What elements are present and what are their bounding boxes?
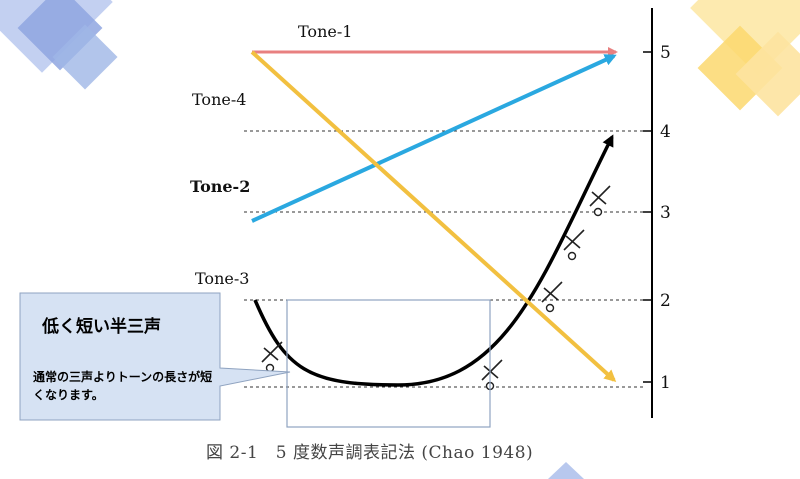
cut-mark-icon [563, 229, 585, 261]
tone-contours: Tone-1 Tone-2 Tone-3 Tone-4 [190, 22, 618, 391]
tone-4-contour [250, 50, 617, 383]
tone-3-contour [253, 134, 614, 387]
tone-3-label: Tone-3 [195, 269, 249, 288]
decorative-triangle-bottom [548, 462, 584, 479]
scale-label-3: 3 [660, 203, 671, 223]
half-third-tone-callout [19, 292, 491, 428]
tone-2-label: Tone-2 [190, 177, 250, 196]
pitch-scale: 1 2 3 4 5 [244, 8, 671, 418]
callout-title: 低く短い半三声 [42, 317, 161, 337]
tone-1-label: Tone-1 [298, 22, 352, 41]
figure-caption: 図 2-1 5 度数声調表記法 (Chao 1948) [206, 443, 534, 463]
decorative-diamonds-left [0, 0, 118, 90]
scale-label-2: 2 [660, 291, 671, 311]
tone-4-label: Tone-4 [192, 90, 246, 109]
tone-2-contour [251, 54, 617, 223]
highlight-box [286, 299, 491, 428]
scale-label-5: 5 [660, 43, 671, 63]
decorative-diamonds-right [690, 0, 800, 117]
cut-mark-icon [541, 281, 563, 313]
cut-mark-icon [589, 185, 611, 217]
scale-label-1: 1 [660, 373, 671, 393]
scale-label-4: 4 [660, 122, 671, 142]
callout-bubble [19, 292, 291, 421]
callout-body: 通常の三声よりトーンの長さが短くなります。 [33, 370, 213, 402]
cut-mark-icon [481, 359, 503, 391]
